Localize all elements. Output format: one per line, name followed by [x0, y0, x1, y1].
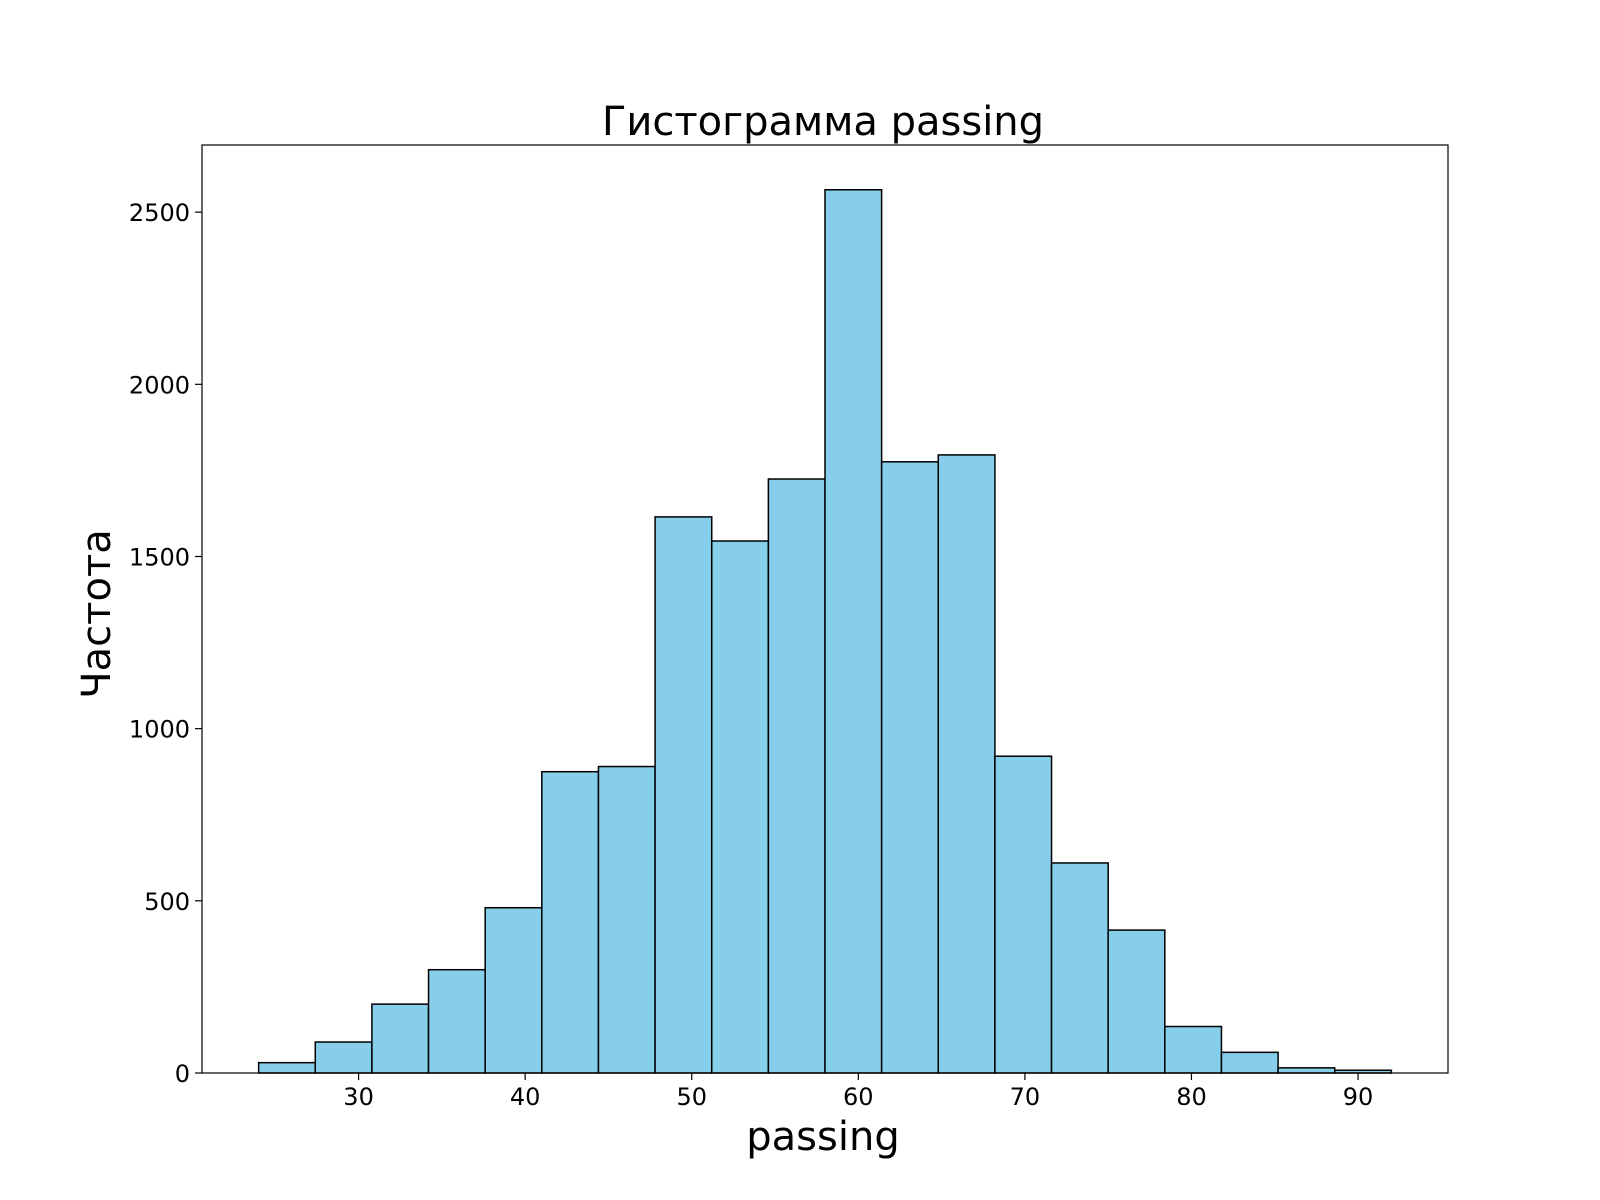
x-tick-label: 80 [1176, 1083, 1207, 1111]
x-axis-ticks: 30 40 50 60 70 80 90 [343, 1073, 1373, 1111]
histogram-bar [654, 516, 713, 1074]
histogram-bar [1164, 1025, 1223, 1074]
y-tick-label: 1000 [129, 716, 190, 744]
histogram-bar [484, 906, 543, 1074]
histogram-bar [1220, 1051, 1279, 1074]
plot-frame [201, 144, 1449, 1074]
histogram-bar [710, 540, 770, 1074]
y-tick-label: 2000 [129, 371, 190, 399]
x-tick-label: 50 [676, 1083, 707, 1111]
chart-title: Гистограмма passing [602, 99, 1044, 145]
x-tick-label: 30 [343, 1083, 374, 1111]
y-axis-ticks: 0 500 1000 1500 2000 2500 [129, 199, 202, 1088]
y-tick-label: 2500 [129, 199, 190, 227]
x-tick-label: 60 [843, 1083, 874, 1111]
histogram-bar [994, 755, 1053, 1074]
histogram-bar [880, 461, 940, 1074]
y-tick-label: 1500 [129, 543, 190, 571]
histogram-bar [824, 189, 883, 1074]
histogram-bar [314, 1041, 373, 1074]
histogram-bar [1277, 1067, 1336, 1074]
x-tick-label: 70 [1010, 1083, 1041, 1111]
bars-group [257, 189, 1393, 1074]
histogram-bar [1050, 862, 1109, 1074]
histogram-bar [597, 765, 656, 1074]
y-tick-label: 500 [144, 888, 190, 916]
x-tick-label: 90 [1343, 1083, 1374, 1111]
histogram-bar [371, 1003, 430, 1074]
x-tick-label: 40 [510, 1083, 541, 1111]
y-axis-label: Частота [74, 529, 120, 699]
x-axis-label: passing [746, 1114, 899, 1160]
histogram-bar [767, 478, 826, 1074]
histogram-bar [541, 770, 600, 1074]
y-tick-label: 0 [175, 1060, 190, 1088]
histogram-bar [1107, 929, 1166, 1074]
histogram-bar [427, 968, 486, 1074]
histogram-bar [937, 454, 996, 1074]
histogram-bar [257, 1061, 317, 1074]
